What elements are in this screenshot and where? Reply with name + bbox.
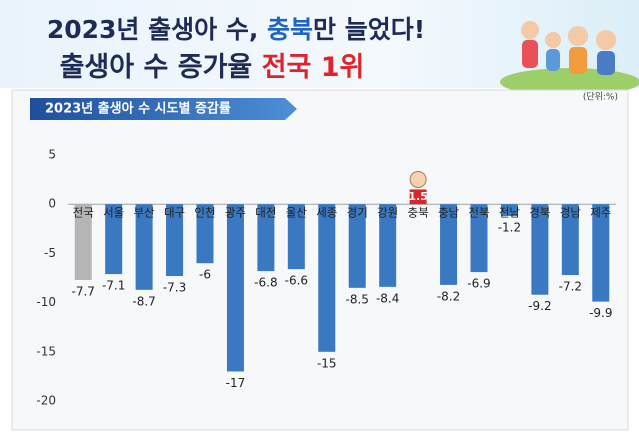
- x-tick-label: 경기: [347, 206, 368, 220]
- value-label: -17: [226, 376, 246, 390]
- bar: [166, 204, 184, 277]
- bar: [135, 204, 153, 290]
- x-tick-label: 충북: [408, 206, 429, 220]
- x-tick-label: 경북: [529, 206, 550, 220]
- y-tick-label: -15: [36, 344, 56, 358]
- subtitle-part: 전국 1위: [262, 52, 365, 83]
- bar: [470, 204, 488, 273]
- value-label: -7.7: [72, 284, 95, 298]
- value-label: 1.5: [408, 190, 428, 203]
- value-label: -7.3: [163, 281, 186, 295]
- x-tick-label: 충남: [438, 206, 460, 220]
- y-tick-label: -10: [36, 295, 56, 309]
- bar: [74, 204, 92, 280]
- bar: [196, 204, 214, 264]
- unit-label: (단위:%): [583, 92, 618, 103]
- bar: [592, 204, 610, 302]
- value-label: -6.8: [254, 276, 277, 290]
- y-tick-label: 0: [48, 197, 56, 211]
- value-label: -8.2: [437, 289, 460, 303]
- x-tick-label: 광주: [225, 206, 246, 220]
- bar: [409, 189, 427, 205]
- value-label: -6.6: [285, 274, 308, 288]
- value-label: -15: [317, 356, 337, 370]
- x-tick-label: 부산: [134, 206, 156, 220]
- bar: [318, 204, 336, 352]
- value-label: -8.7: [132, 294, 155, 308]
- title-part: 2023년 출생아 수,: [47, 15, 267, 44]
- x-tick-label: 강원: [377, 206, 398, 220]
- page-title: 2023년 출생아 수, 충북만 늘었다!: [47, 15, 425, 44]
- x-tick-label: 세종: [316, 206, 337, 220]
- chart-label-tab: [30, 98, 297, 120]
- title-part: 만 늘었다!: [313, 15, 425, 44]
- value-label: -7.1: [102, 279, 125, 293]
- x-tick-label: 전북: [468, 206, 489, 220]
- x-tick-label: 인천: [194, 206, 215, 220]
- x-tick-label: 서울: [103, 206, 124, 220]
- bar: [440, 204, 458, 285]
- value-label: -8.4: [376, 291, 399, 305]
- bar: [531, 204, 549, 295]
- page-subtitle: 출생아 수 증가율 전국 1위: [60, 52, 365, 83]
- bar: [287, 204, 305, 270]
- plot: 5 0 -5 -10 -15 -20 -7.7 전국 -7.1 서울 -8.7 부산 -7.3 대구 -6 인…: [36, 148, 616, 408]
- value-label: -7.2: [559, 280, 582, 294]
- bar: [105, 204, 123, 275]
- x-tick-label: 경남: [560, 206, 582, 220]
- baby-icon: [409, 170, 427, 188]
- y-tick-label: -5: [44, 246, 56, 260]
- bar: [561, 204, 579, 276]
- subtitle-part: 출생아 수 증가율: [60, 52, 262, 83]
- x-tick-label: 전남: [499, 206, 521, 220]
- bar: [257, 204, 275, 272]
- x-tick-label: 제주: [590, 206, 611, 220]
- y-tick-label: -20: [36, 394, 56, 408]
- x-tick-label: 전국: [73, 206, 94, 220]
- family-illustration: [500, 21, 639, 96]
- bar: [226, 204, 244, 372]
- value-label: -8.5: [346, 292, 369, 306]
- value-label: -9.2: [528, 299, 551, 313]
- x-tick-label: 대전: [255, 206, 276, 220]
- chart-label: 2023년 출생아 수 시도별 증감률: [45, 101, 231, 117]
- value-label: -6: [199, 268, 211, 282]
- bar: [500, 204, 518, 217]
- x-tick-label: 울산: [286, 206, 308, 220]
- bar: [348, 204, 366, 288]
- value-label: -6.9: [467, 277, 490, 291]
- value-label: -9.9: [589, 306, 612, 320]
- value-label: -1.2: [498, 221, 521, 235]
- bar: [379, 204, 397, 287]
- x-tick-label: 대구: [164, 206, 185, 220]
- y-tick-label: 5: [48, 148, 56, 162]
- title-part: 충북: [267, 15, 313, 44]
